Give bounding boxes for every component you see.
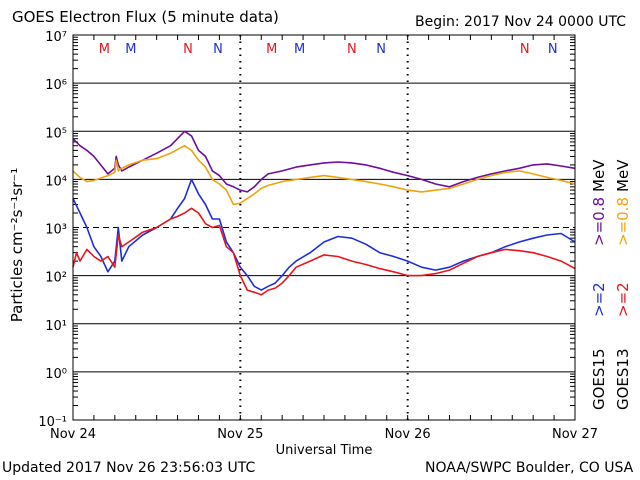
event-marker: N: [548, 42, 558, 57]
y-tick-label: 10⁴: [45, 174, 67, 189]
y-tick-label: 10⁻¹: [38, 415, 67, 430]
series-line-purple: [72, 130, 576, 193]
legend-goes15: GOES15: [590, 348, 608, 410]
legend-mev-2: MeV: [614, 159, 632, 192]
event-marker: M: [125, 42, 136, 57]
x-tick-label: Nov 26: [385, 427, 431, 442]
grid: [73, 35, 575, 420]
legend-orange-ge08: >=0.8: [614, 197, 632, 246]
series-line-orange: [72, 144, 576, 206]
y-tick-labels: 10⁻¹ 10⁰ 10¹ 10² 10³ 10⁴ 10⁵ 10⁶ 10⁷: [38, 30, 67, 430]
event-marker: M: [266, 42, 277, 57]
x-tick-label: Nov 27: [552, 427, 598, 442]
y-tick-label: 10⁰: [45, 367, 67, 382]
x-axis-label: Universal Time: [276, 443, 373, 458]
legend-blue-ge2: >=2: [590, 282, 608, 317]
event-marker: N: [183, 42, 193, 57]
event-marker: N: [376, 42, 386, 57]
y-tick-label: 10⁵: [45, 126, 67, 141]
series-line-red: [72, 207, 576, 296]
x-tick-label: Nov 25: [217, 427, 263, 442]
y-axis-label: Particles cm⁻²s⁻¹sr⁻¹: [8, 168, 26, 322]
updated-time: Updated 2017 Nov 26 23:56:03 UTC: [2, 460, 256, 476]
legend-mev-1: MeV: [590, 159, 608, 192]
y-tick-label: 10⁶: [45, 78, 67, 93]
y-tick-label: 10²: [45, 271, 67, 286]
page-title: GOES Electron Flux (5 minute data): [12, 8, 279, 26]
series-line-blue: [72, 178, 576, 291]
source-credit: NOAA/SWPC Boulder, CO USA: [425, 460, 634, 476]
event-marker: M: [294, 42, 305, 57]
legend-goes13: GOES13: [614, 348, 632, 410]
begin-time: Begin: 2017 Nov 24 0000 UTC: [415, 14, 626, 30]
x-tick-labels: Nov 24 Nov 25 Nov 26 Nov 27: [50, 427, 598, 442]
x-tick-label: Nov 24: [50, 427, 96, 442]
event-marker: N: [347, 42, 357, 57]
y-tick-label: 10¹: [45, 319, 67, 334]
event-marker: N: [520, 42, 530, 57]
y-tick-label: 10³: [45, 223, 67, 238]
event-marker: M: [99, 42, 110, 57]
event-marker: N: [213, 42, 223, 57]
y-tick-label: 10⁷: [45, 30, 67, 45]
series-layer: [72, 130, 576, 296]
legend-red-ge2: >=2: [614, 282, 632, 317]
legend-purple-ge08: >=0.8: [590, 197, 608, 246]
plot-frame: [72, 34, 576, 421]
